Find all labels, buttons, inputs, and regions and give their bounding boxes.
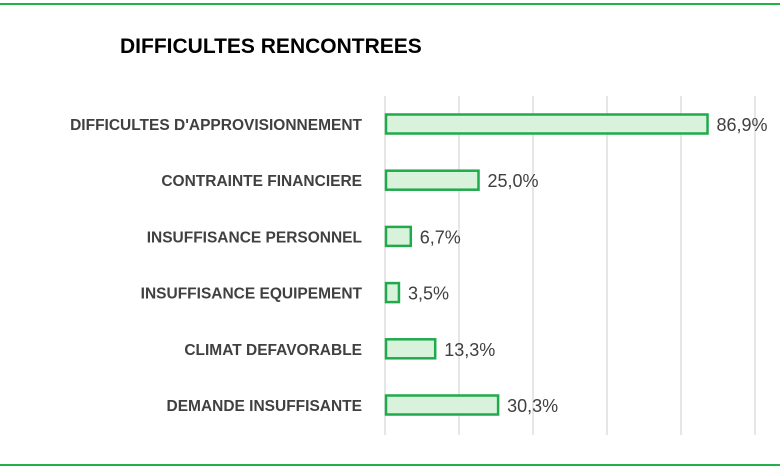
bar-1: [384, 169, 480, 191]
value-label-2: 6,7%: [420, 227, 461, 247]
value-label-3: 3,5%: [408, 284, 449, 304]
category-label-3: INSUFFISANCE EQUIPEMENT: [141, 286, 363, 303]
category-label-2: INSUFFISANCE PERSONNEL: [147, 229, 362, 246]
value-label-4: 13,3%: [444, 340, 495, 360]
category-labels: DIFFICULTES D'APPROVISIONNEMENT CONTRAINT…: [70, 117, 362, 415]
category-label-0: DIFFICULTES D'APPROVISIONNEMENT: [70, 117, 362, 134]
chart-title: DIFFICULTES RENCONTREES: [120, 35, 422, 58]
bar-2: [384, 225, 413, 248]
category-label-1: CONTRAINTE FINANCIERE: [161, 173, 362, 190]
bars: [384, 113, 709, 416]
bar-4: [384, 338, 437, 360]
category-label-4: CLIMAT DEFAVORABLE: [184, 342, 362, 359]
category-label-5: DEMANDE INSUFFISANTE: [167, 398, 362, 415]
gridlines: [384, 96, 756, 435]
bar-5: [384, 394, 500, 416]
bar-0: [384, 113, 709, 135]
value-labels: 86,9% 25,0% 6,7% 3,5% 13,3% 30,3%: [408, 115, 768, 416]
value-label-5: 30,3%: [507, 396, 558, 416]
value-label-1: 25,0%: [488, 171, 539, 191]
value-label-0: 86,9%: [717, 115, 768, 135]
bar-3: [384, 281, 401, 304]
